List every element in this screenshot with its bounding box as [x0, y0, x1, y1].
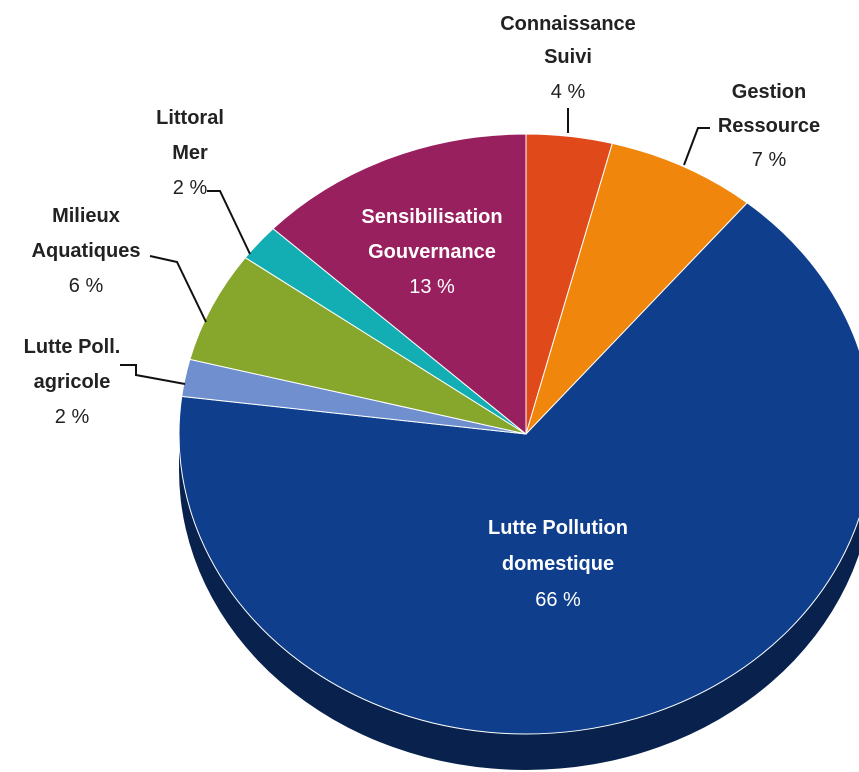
- slice-label-connaissance: Connaissance Suivi 4 %: [500, 13, 636, 103]
- label-percent: 13 %: [409, 276, 455, 298]
- slice-label-gestion: Gestion Ressource 7 %: [718, 81, 820, 171]
- pie-slice-6: [272, 133, 527, 436]
- pie-slice-2: [178, 202, 859, 735]
- pie-slices: [178, 133, 859, 735]
- leader-line-1: [683, 127, 710, 166]
- slice-label-domestique: Lutte Pollution domestique 66 %: [488, 517, 628, 611]
- label-line1: Littoral: [156, 107, 224, 129]
- label-line2: Ressource: [718, 115, 820, 137]
- slice-label-littoral: Littoral Mer 2 %: [156, 107, 224, 199]
- label-line2: domestique: [502, 553, 614, 575]
- label-line2: Gouvernance: [368, 241, 496, 263]
- slice-label-agricole: Lutte Poll. agricole 2 %: [24, 336, 121, 428]
- label-line1: Sensibilisation: [361, 206, 502, 228]
- pie-slice-1: [525, 142, 748, 435]
- label-line1: Lutte Pollution: [488, 517, 628, 539]
- label-percent: 4 %: [551, 81, 586, 103]
- leader-line-4: [207, 190, 251, 255]
- label-percent: 7 %: [752, 149, 787, 171]
- label-line2: agricole: [34, 371, 111, 393]
- leader-line-3: [149, 255, 207, 323]
- slice-label-sensibilisation: Sensibilisation Gouvernance 13 %: [361, 206, 502, 298]
- label-line1: Lutte Poll.: [24, 336, 121, 358]
- label-percent: 2 %: [55, 406, 90, 428]
- label-line2: Suivi: [544, 46, 592, 68]
- slice-label-milieux: Milieux Aquatiques 6 %: [32, 205, 141, 297]
- label-line2: Mer: [172, 142, 208, 164]
- leader-lines: [120, 108, 710, 385]
- pie-slice-4: [189, 257, 527, 435]
- label-percent: 2 %: [173, 177, 208, 199]
- label-line1: Milieux: [52, 205, 120, 227]
- label-percent: 6 %: [69, 275, 104, 297]
- label-line1: Connaissance: [500, 13, 636, 35]
- label-percent: 66 %: [535, 589, 581, 611]
- leader-line-2: [120, 364, 186, 385]
- label-line2: Aquatiques: [32, 240, 141, 262]
- label-line1: Gestion: [732, 81, 806, 103]
